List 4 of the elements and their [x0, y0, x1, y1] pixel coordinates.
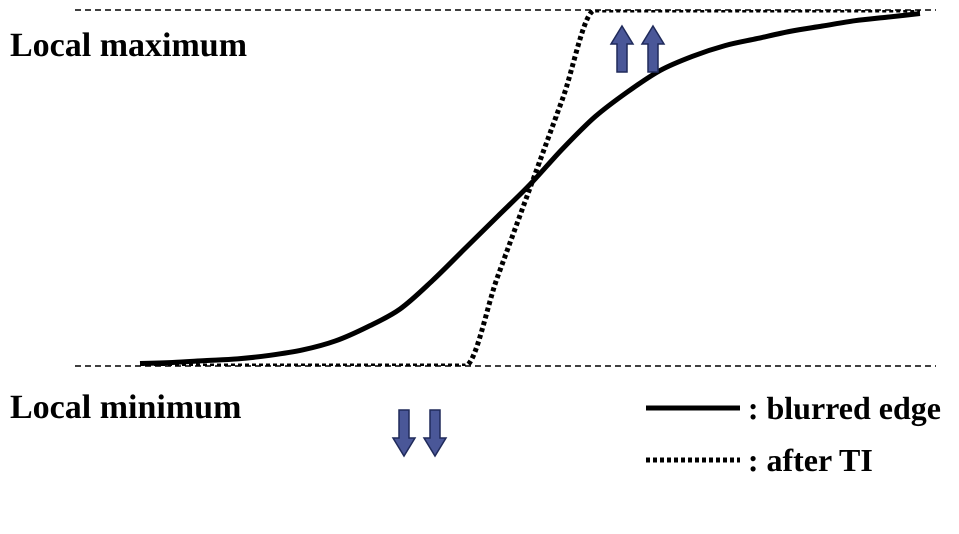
ref-line-label: Local maximum	[10, 27, 248, 64]
ref-line-label: Local minimum	[10, 389, 242, 426]
legend-label: : blurred edge	[748, 390, 941, 426]
legend-label: : after TI	[748, 442, 873, 478]
